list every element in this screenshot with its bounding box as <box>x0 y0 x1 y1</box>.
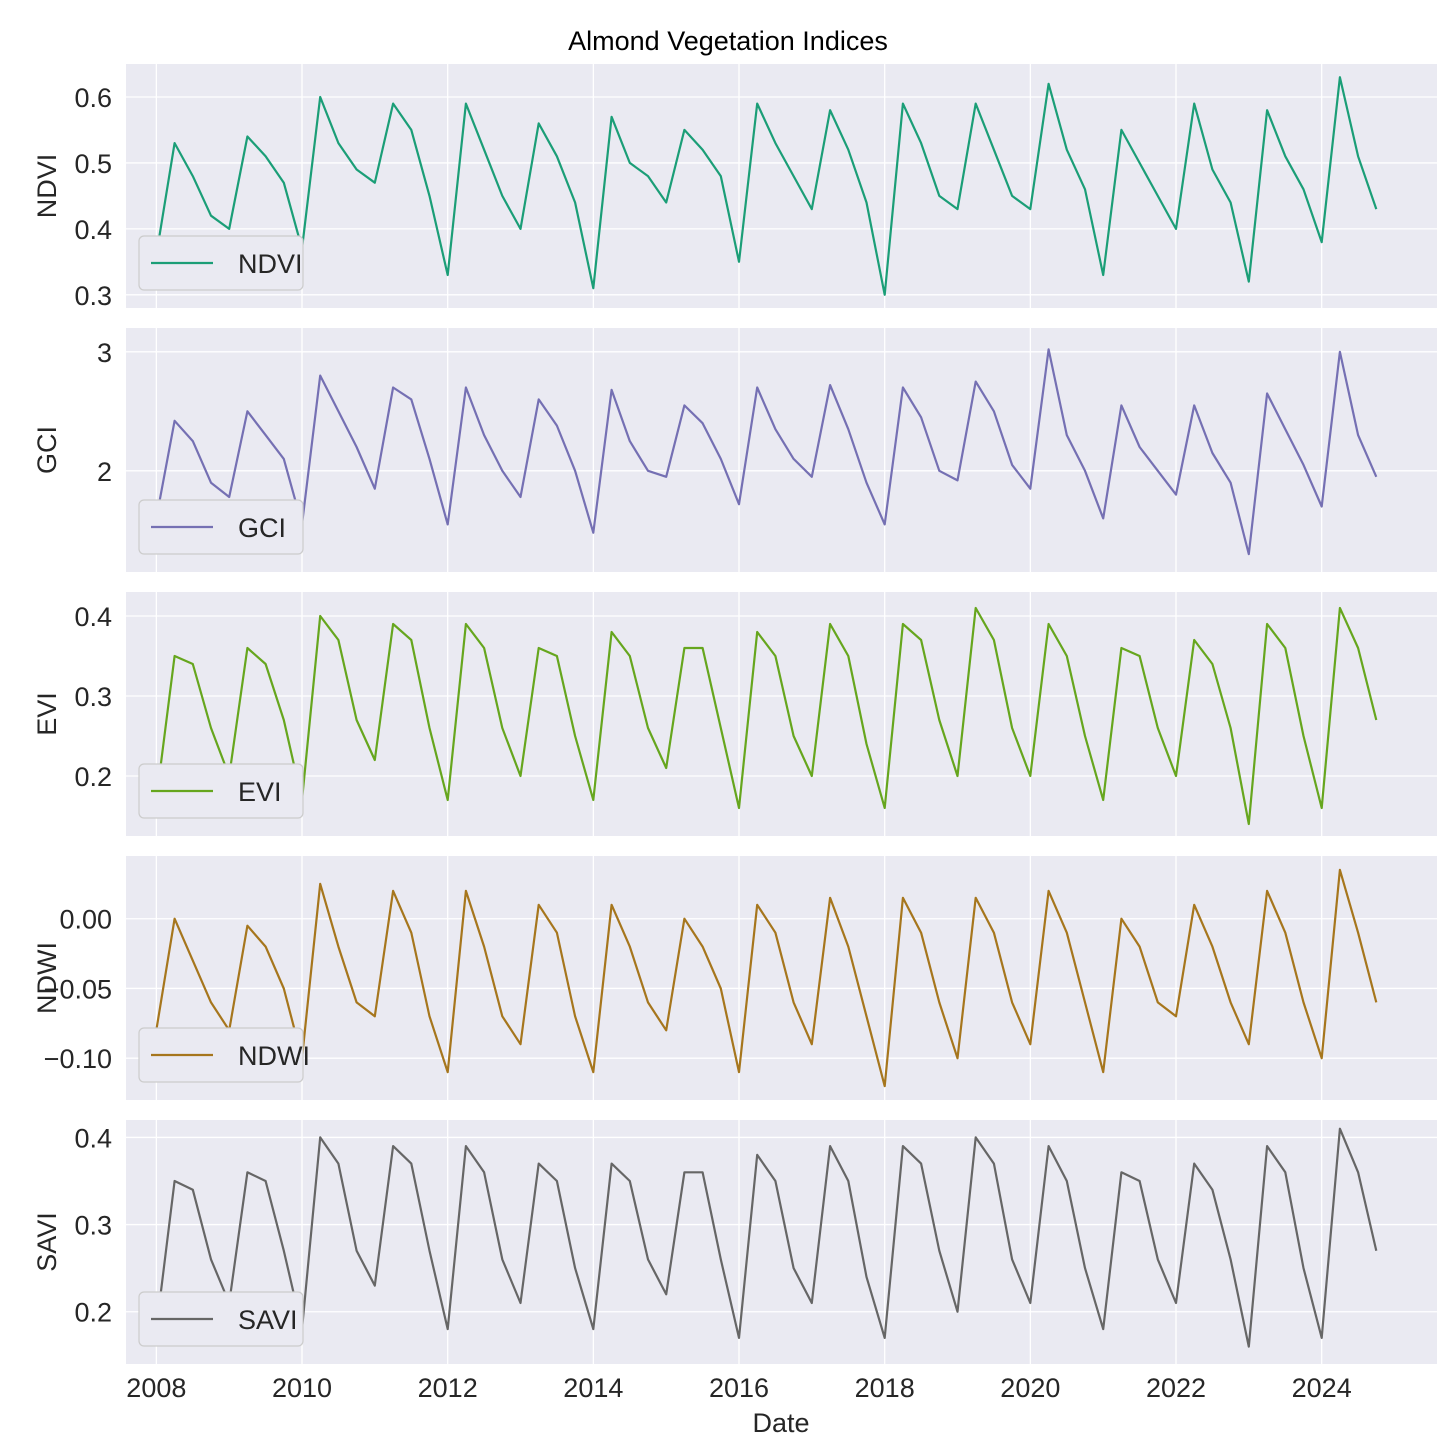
x-axis-label: Date <box>752 1408 809 1438</box>
ndvi-y-tick-label: 0.4 <box>74 215 112 245</box>
ndvi-legend: NDVI <box>138 235 304 291</box>
savi-series-line <box>155 1127 1378 1348</box>
ndwi-y-tick-label: −0.05 <box>44 974 112 1004</box>
ndwi-y-tick-label: 0.00 <box>59 905 112 935</box>
evi-axis-label: EVI <box>32 692 62 736</box>
ndwi-series-line <box>155 868 1378 1088</box>
evi-panel: 0.2 0.3 0.4 EVI EVI <box>32 592 1437 836</box>
ndvi-y-tick-label: 0.3 <box>74 281 112 311</box>
evi-plot-area <box>126 592 1437 836</box>
ndvi-y-tick-label: 0.5 <box>74 149 112 179</box>
evi-legend: EVI <box>138 763 304 819</box>
ndwi-panel: −0.10 −0.05 0.00 NDWI NDWI <box>32 856 1437 1100</box>
evi-y-tick-label: 0.2 <box>74 762 112 792</box>
evi-y-tick-label: 0.3 <box>74 682 112 712</box>
savi-panel: 0.2 0.3 0.4 SAVI SAVI <box>32 1120 1437 1364</box>
gci-y-tick-label: 3 <box>97 338 112 368</box>
savi-y-tick-label: 0.4 <box>74 1123 112 1153</box>
gci-plot-area <box>126 328 1437 572</box>
gci-series-line <box>155 348 1378 556</box>
ndvi-panel: 0.3 0.4 0.5 0.6 NDVI NDVI <box>32 64 1437 311</box>
x-tick-label: 2024 <box>1292 1373 1352 1403</box>
x-tick-label: 2012 <box>418 1373 478 1403</box>
savi-y-tick-label: 0.2 <box>74 1298 112 1328</box>
ndvi-y-tick-label: 0.6 <box>74 83 112 113</box>
savi-legend: SAVI <box>138 1291 304 1347</box>
evi-legend-box <box>138 763 304 819</box>
x-axis-ticks: 2008 2010 2012 2014 2016 2018 2020 2022 2024 <box>126 1373 1351 1403</box>
x-tick-label: 2018 <box>855 1373 915 1403</box>
ndvi-legend-label: NDVI <box>238 249 303 279</box>
x-tick-label: 2014 <box>563 1373 623 1403</box>
evi-series-line <box>155 606 1378 826</box>
ndvi-series-line <box>155 76 1378 296</box>
ndvi-plot-area <box>126 64 1437 308</box>
chart-panels: 0.3 0.4 0.5 0.6 NDVI NDVI 2 3 GCI GCI 0.2 0.3 0.4 EVI… <box>32 64 1437 1364</box>
x-tick-label: 2022 <box>1146 1373 1206 1403</box>
ndwi-axis-label: NDWI <box>32 942 62 1014</box>
ndwi-legend-label: NDWI <box>238 1041 310 1071</box>
savi-legend-label: SAVI <box>238 1305 298 1335</box>
x-tick-label: 2008 <box>126 1373 186 1403</box>
evi-legend-label: EVI <box>238 777 282 807</box>
ndwi-legend-box <box>138 1027 304 1083</box>
ndvi-legend-box <box>138 235 304 291</box>
savi-axis-label: SAVI <box>32 1212 62 1272</box>
gci-axis-label: GCI <box>32 426 62 474</box>
gci-legend: GCI <box>138 499 304 555</box>
x-tick-label: 2020 <box>1000 1373 1060 1403</box>
gci-panel: 2 3 GCI GCI <box>32 328 1437 572</box>
ndwi-y-tick-label: −0.10 <box>44 1044 112 1074</box>
ndwi-plot-area <box>126 856 1437 1100</box>
evi-y-tick-label: 0.4 <box>74 602 112 632</box>
gci-legend-label: GCI <box>238 513 286 543</box>
ndvi-axis-label: NDVI <box>32 154 62 219</box>
figure-title: Almond Vegetation Indices <box>568 26 888 56</box>
x-tick-label: 2010 <box>272 1373 332 1403</box>
gci-legend-box <box>138 499 304 555</box>
ndwi-legend: NDWI <box>138 1027 310 1083</box>
savi-legend-box <box>138 1291 304 1347</box>
gci-y-tick-label: 2 <box>97 457 112 487</box>
savi-plot-area <box>126 1120 1437 1364</box>
x-tick-label: 2016 <box>709 1373 769 1403</box>
savi-y-tick-label: 0.3 <box>74 1211 112 1241</box>
